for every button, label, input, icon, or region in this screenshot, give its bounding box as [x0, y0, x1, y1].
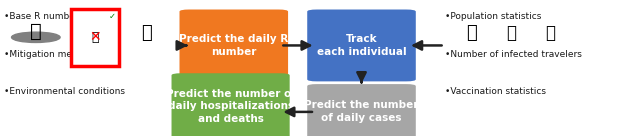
- Text: Predict the number of
daily hospitalizations
and deaths: Predict the number of daily hospitalizat…: [166, 89, 296, 124]
- Text: •Number of infected travelers: •Number of infected travelers: [445, 49, 581, 58]
- FancyBboxPatch shape: [71, 9, 119, 66]
- Text: ⛅: ⛅: [141, 24, 152, 42]
- FancyBboxPatch shape: [179, 9, 288, 81]
- FancyBboxPatch shape: [307, 84, 416, 137]
- Text: Predict the number
of daily cases: Predict the number of daily cases: [305, 101, 419, 123]
- Text: 🦠: 🦠: [30, 22, 42, 41]
- Text: ✓: ✓: [109, 12, 116, 21]
- Text: Predict the daily R
number: Predict the daily R number: [179, 34, 289, 57]
- Text: 💉: 💉: [545, 24, 555, 42]
- FancyBboxPatch shape: [172, 73, 290, 137]
- Text: ✕: ✕: [90, 30, 101, 44]
- Text: Track
each individual: Track each individual: [317, 34, 406, 57]
- Text: •Base R number: •Base R number: [4, 12, 79, 21]
- Text: 🥧: 🥧: [467, 24, 477, 42]
- Text: 👥: 👥: [92, 31, 99, 44]
- Text: •Population statistics: •Population statistics: [445, 12, 541, 21]
- Text: •Environmental conditions: •Environmental conditions: [4, 88, 125, 96]
- Text: •Vaccination statistics: •Vaccination statistics: [445, 88, 545, 96]
- FancyBboxPatch shape: [307, 9, 416, 81]
- Circle shape: [12, 32, 60, 42]
- Text: •Mitigation measures: •Mitigation measures: [4, 49, 102, 58]
- Text: 🧳: 🧳: [507, 24, 516, 42]
